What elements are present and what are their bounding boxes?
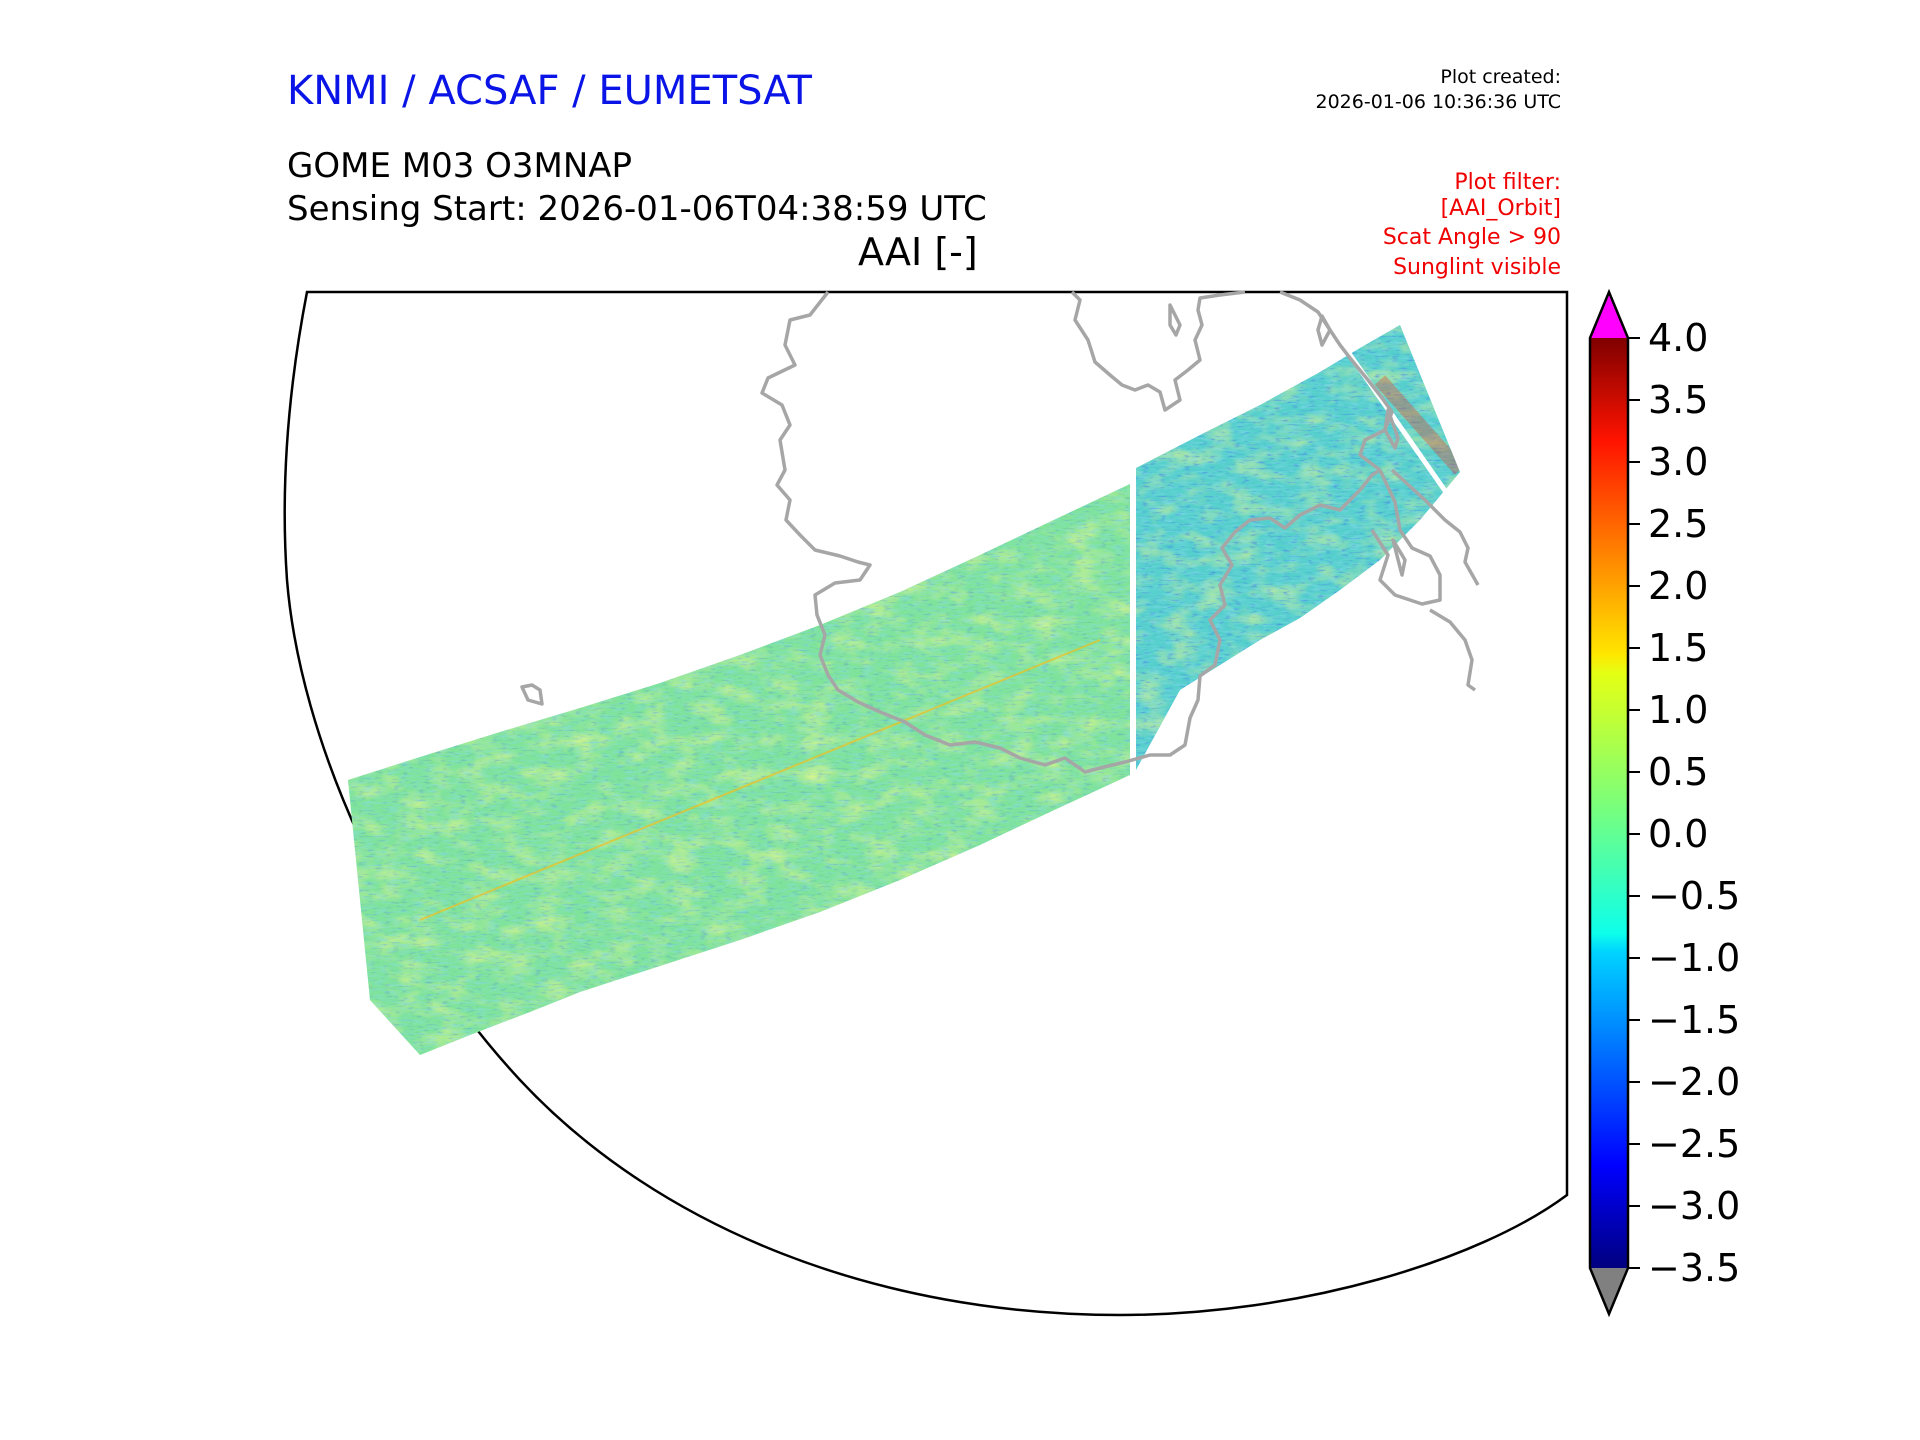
organization-title: KNMI / ACSAF / EUMETSAT (287, 68, 812, 114)
colorbar-tick-label: 0.5 (1648, 750, 1709, 794)
colorbar-tick-label: 4.0 (1648, 316, 1709, 360)
plot-filter-item: [AAI_Orbit] (1440, 196, 1561, 221)
coastlines (520, 290, 1480, 774)
colorbar-tick-label: 3.5 (1648, 378, 1709, 422)
plot-filter-item: Sunglint visible (1393, 255, 1561, 280)
colorbar-tick-label: 2.5 (1648, 502, 1709, 546)
colorbar-tick-label: 1.0 (1648, 688, 1709, 732)
colorbar-tick-label: −1.5 (1648, 998, 1741, 1042)
colorbar-tick-label: 2.0 (1648, 564, 1709, 608)
colorbar-gradient (1590, 338, 1628, 1268)
colorbar-tick-label: 0.0 (1648, 812, 1709, 856)
colorbar-tick-label: −3.5 (1648, 1246, 1741, 1290)
colorbar-tick-label: −2.5 (1648, 1122, 1741, 1166)
plot-created-timestamp: 2026-01-06 10:36:36 UTC (1315, 91, 1562, 113)
colorbar-tick-marks (1628, 337, 1640, 1269)
colorbar-tick-label: 1.5 (1648, 626, 1709, 670)
colorbar-over-arrow (1590, 292, 1628, 338)
colorbar-tick-label: −0.5 (1648, 874, 1741, 918)
colorbar-under-arrow (1590, 1268, 1628, 1314)
colorbar-tick-label: 3.0 (1648, 440, 1709, 484)
variable-title: AAI [-] (858, 230, 978, 274)
colorbar-tick-label: −2.0 (1648, 1060, 1741, 1104)
plot-created-label: Plot created: (1440, 66, 1561, 88)
product-name: GOME M03 O3MNAP (287, 146, 633, 186)
colorbar-tick-label: −1.0 (1648, 936, 1741, 980)
plot-filter-label: Plot filter: (1454, 170, 1561, 195)
sensing-start: Sensing Start: 2026-01-06T04:38:59 UTC (287, 189, 987, 229)
plot-filter-item: Scat Angle > 90 (1382, 225, 1561, 250)
colorbar-tick-label: −3.0 (1648, 1184, 1741, 1228)
